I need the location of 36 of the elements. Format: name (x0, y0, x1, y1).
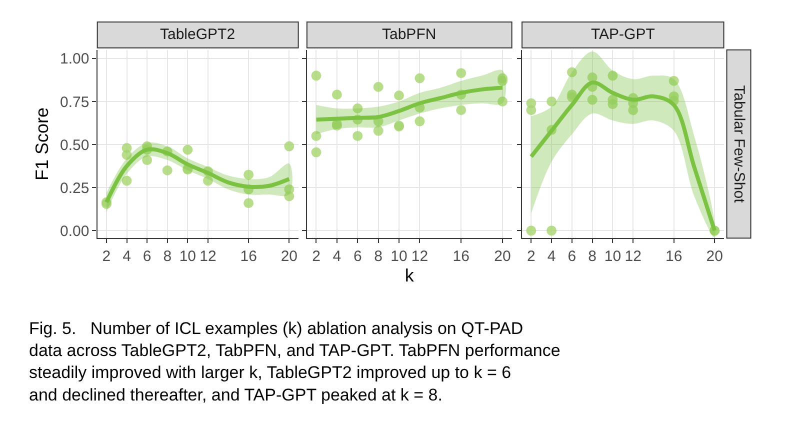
chart-title: TabPFN (382, 26, 436, 43)
y-axis-title: F1 Score (32, 107, 52, 180)
x-tick-label: 2 (102, 248, 111, 266)
text: Tabular Few-Shot (730, 85, 748, 204)
x-tick-label: 8 (374, 248, 383, 266)
x-tick-label: 20 (494, 248, 511, 266)
x-tick-label: 6 (353, 248, 362, 266)
y-tick-label: 0.75 (60, 94, 90, 111)
chart-title: TAP-GPT (591, 26, 655, 43)
x-tick-label: 20 (280, 248, 298, 266)
y-tick-label: 1.00 (60, 50, 90, 68)
x-axis-title: k (404, 265, 415, 286)
x-tick-label: 12 (624, 248, 642, 266)
y-tick-label: 0.00 (60, 222, 90, 240)
x-tick-label: 10 (179, 248, 196, 266)
x-tick-label: 8 (588, 248, 597, 266)
caption: Fig. 5. Number of ICL examples (k) ablation analysis on QT-PAD data across TableGPT2, TabPFN, and TAP-GPT. TabPFN performance steadily improved with larger k, TableGPT2 improved up to k = 6 and declined thereafter, and TAP-GPT peaked at k = 8. (29, 319, 560, 404)
x-tick-label: 10 (604, 248, 622, 266)
x-tick-label: 2 (312, 248, 320, 266)
x-tick-label: 12 (411, 248, 428, 266)
y-tick-label: 0.50 (60, 136, 90, 154)
x-tick-label: 4 (122, 248, 131, 266)
x-tick-label: 16 (452, 248, 470, 266)
x-tick-label: 6 (142, 248, 152, 266)
x-tick-label: 10 (390, 248, 408, 266)
x-tick-label: 2 (527, 248, 536, 266)
y-tick-label: 0.25 (60, 180, 90, 197)
x-tick-label: 4 (547, 248, 556, 266)
x-tick-label: 6 (568, 248, 576, 266)
chart-title: TableGPT2 (160, 26, 236, 43)
x-tick-label: 12 (200, 248, 216, 266)
x-tick-label: 16 (240, 248, 257, 266)
x-tick-label: 4 (332, 248, 342, 266)
x-tick-label: 20 (706, 248, 723, 266)
x-tick-label: 16 (666, 248, 682, 266)
x-tick-label: 8 (163, 248, 172, 266)
